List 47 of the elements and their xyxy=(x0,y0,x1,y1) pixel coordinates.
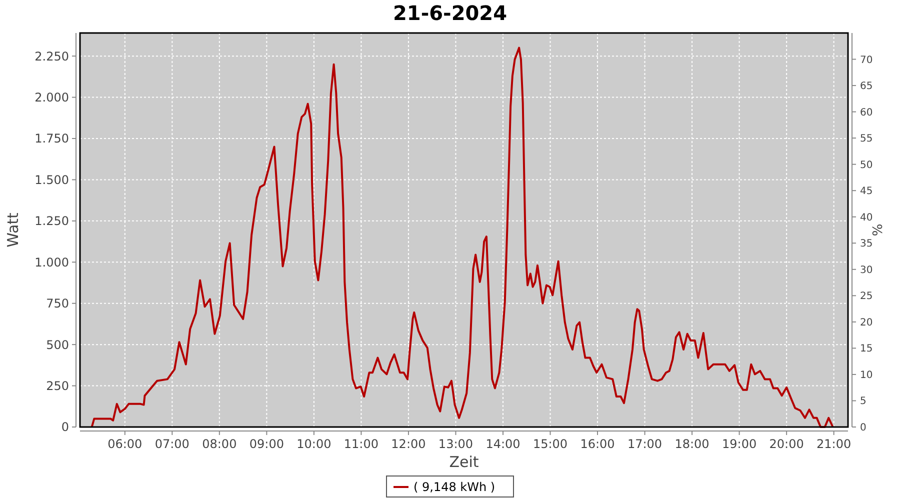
x-tick-label: 07:00 xyxy=(154,437,190,451)
y2-tick-label: 5 xyxy=(860,396,866,408)
y-tick-label: 1.250 xyxy=(34,214,69,228)
y2-tick-label: 50 xyxy=(860,160,873,171)
legend-label: ( 9,148 kWh ) xyxy=(414,480,496,494)
x-tick-label: 21:00 xyxy=(816,437,852,451)
y-axis-title: Watt xyxy=(4,212,22,248)
x-tick-label: 16:00 xyxy=(580,437,615,451)
y-tick-label: 500 xyxy=(46,338,69,352)
x-tick-label: 11:00 xyxy=(344,437,379,451)
y2-tick-label: 0 xyxy=(860,422,866,434)
x-tick-label: 13:00 xyxy=(438,437,474,451)
x-tick-label: 08:00 xyxy=(202,437,237,451)
x-tick-label: 14:00 xyxy=(486,437,520,451)
y2-tick-label: 60 xyxy=(860,107,873,118)
y-tick-label: 2.000 xyxy=(34,90,69,104)
y-tick-label: 250 xyxy=(46,378,69,393)
y-tick-label: 0 xyxy=(61,420,69,434)
y2-tick-label: 30 xyxy=(860,264,873,276)
line-series xyxy=(90,46,834,428)
x-tick-label: 20:00 xyxy=(769,437,804,451)
x-tick-label: 12:00 xyxy=(391,437,426,451)
y-tick-label: 750 xyxy=(46,296,69,311)
y2-axis-title: % xyxy=(871,224,886,236)
x-tick-label: 19:00 xyxy=(722,437,757,451)
chart-title: 21-6-2024 xyxy=(392,1,508,25)
y2-tick-label: 25 xyxy=(860,291,873,302)
x-tick-label: 17:00 xyxy=(627,437,662,451)
y2-tick-label: 15 xyxy=(860,344,873,355)
y-tick-label: 1.500 xyxy=(34,172,69,187)
y2-tick-label: 65 xyxy=(860,81,873,92)
y2-tick-label: 20 xyxy=(860,317,873,328)
y2-tick-label: 55 xyxy=(860,134,873,145)
y-tick-label: 1.000 xyxy=(34,255,69,270)
x-tick-label: 10:00 xyxy=(296,437,332,451)
y-tick-label: 2.250 xyxy=(34,49,69,64)
y2-tick-label: 35 xyxy=(860,238,873,250)
x-tick-label: 09:00 xyxy=(249,437,284,451)
x-axis-title: Zeit xyxy=(449,453,479,471)
y-tick-label: 1.750 xyxy=(34,132,69,146)
x-tick-label: 15:00 xyxy=(532,437,568,451)
x-tick-label: 18:00 xyxy=(674,437,710,451)
y2-tick-label: 10 xyxy=(860,370,873,381)
x-tick-label: 06:00 xyxy=(108,437,142,451)
y2-tick-label: 45 xyxy=(860,186,873,198)
y2-tick-label: 40 xyxy=(860,212,873,224)
y2-tick-label: 70 xyxy=(860,54,873,66)
